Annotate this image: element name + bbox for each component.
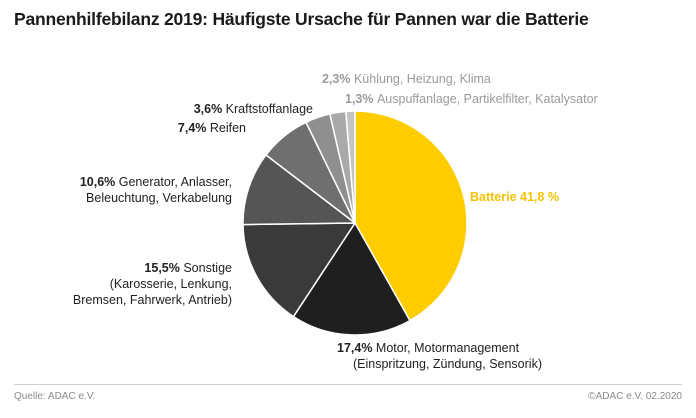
pie-slice — [242, 153, 358, 226]
footer-divider — [14, 384, 682, 385]
pie-slice — [354, 110, 468, 322]
source-note: Quelle: ADAC e.V. — [14, 391, 96, 402]
slice-label: 17,4% Motor, Motormanagement (Einspritzun… — [337, 341, 542, 371]
slice-percent: 15,5% — [144, 261, 183, 275]
slice-label: 15,5% Sonstige (Karosserie, Lenkung, Brems… — [73, 261, 232, 307]
pie-slice — [242, 222, 357, 318]
slice-label: Batterie 41,8 % — [470, 190, 559, 204]
slice-percent: 1,3% — [345, 92, 377, 106]
slice-label: 10,6% Generator, Anlasser, Beleuchtung, V… — [80, 175, 232, 205]
chart-title: Pannenhilfebilanz 2019: Häufigste Ursach… — [14, 9, 589, 29]
slice-label: 1,3% Auspuffanlage, Partikelfilter, Kata… — [345, 92, 598, 106]
slice-label: 3,6% Kraftstoffanlage — [194, 102, 313, 116]
slice-percent: 10,6% — [80, 175, 119, 189]
slice-percent: 7,4% — [178, 121, 210, 135]
slice-percent: 2,3% — [322, 72, 354, 86]
slice-percent: 17,4% — [337, 341, 376, 355]
copyright-note: ©ADAC e.V. 02.2020 — [588, 391, 682, 402]
slice-label: 2,3% Kühlung, Heizung, Klima — [322, 72, 491, 86]
pie-slice — [345, 110, 356, 224]
pie-slice — [292, 221, 411, 336]
slice-label: 7,4% Reifen — [178, 121, 246, 135]
slice-percent: 3,6% — [194, 102, 226, 116]
